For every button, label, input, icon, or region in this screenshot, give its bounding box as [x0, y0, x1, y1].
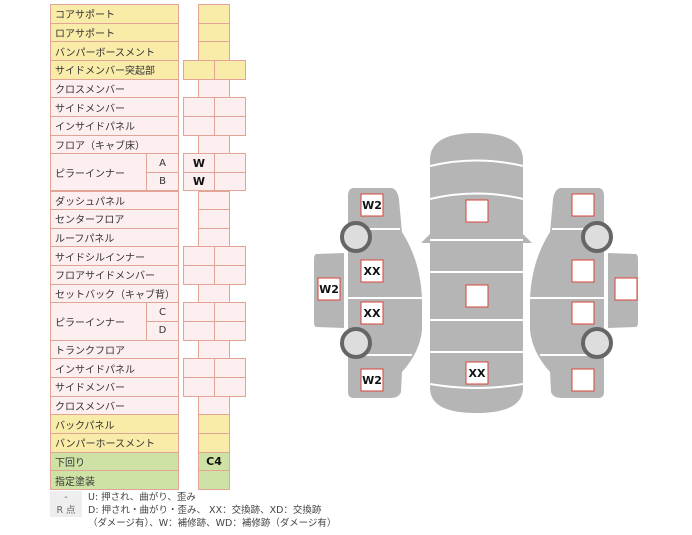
row-label: 指定塗装 — [50, 470, 179, 490]
panel-box-right-side-front-door[interactable] — [571, 259, 595, 283]
value-cell-right[interactable] — [214, 321, 246, 341]
legend-text: （ダメージ有）、W：補修跡、WD：補修跡（ダメージ有） — [88, 518, 337, 529]
panel-box-right-side-front-fender[interactable] — [571, 193, 595, 217]
value-cell-right[interactable] — [214, 59, 246, 80]
row-label: ピラーインナー — [50, 153, 147, 192]
panel-box-label: W2 — [362, 199, 382, 212]
panel-box-right-side-rear-door[interactable] — [571, 301, 595, 325]
wheel-icon — [340, 327, 372, 359]
legend-text: D: 押され・曲がり・歪み、 XX：交換跡、XD：交換跡 — [88, 505, 322, 516]
value-cell-right[interactable] — [214, 115, 246, 136]
panel-box-left-side-front-fender[interactable]: W2 — [360, 193, 384, 217]
value-cell-right[interactable] — [214, 171, 246, 192]
value-cell[interactable] — [198, 470, 230, 490]
wheels — [340, 221, 613, 359]
panel-box-label: W2 — [319, 283, 339, 296]
panel-box-right-side-door-panel[interactable] — [614, 277, 638, 301]
panel-box-left-side-door-panel[interactable]: W2 — [317, 277, 341, 301]
wheel-icon — [581, 221, 613, 253]
value-cell[interactable]: C4 — [198, 451, 230, 472]
legend-key: - — [50, 491, 82, 504]
legend-text: U: 押され、曲がり、歪み — [88, 492, 196, 503]
value-cell-right[interactable] — [214, 377, 246, 397]
wheel-icon — [581, 327, 613, 359]
panel-box-label: W2 — [362, 374, 382, 387]
panel-box-right-side-rear-fender[interactable] — [571, 368, 595, 392]
panel-box-top-trunk[interactable]: XX — [465, 361, 489, 385]
panel-box-label: XX — [364, 265, 381, 278]
legend-key: R 点 — [50, 504, 82, 517]
mirror-left — [421, 234, 430, 243]
wheel-icon — [340, 221, 372, 253]
value-cell-right[interactable] — [214, 265, 246, 285]
car-right-side — [530, 188, 604, 398]
panel-box-left-side-rear-door[interactable]: XX — [360, 301, 384, 325]
panel-box-top-roof[interactable] — [465, 284, 489, 308]
panel-box-top-hood[interactable] — [465, 199, 489, 223]
panel-box-left-side-front-door[interactable]: XX — [360, 259, 384, 283]
mirror-right — [523, 234, 532, 243]
panel-box-left-side-rear-fender[interactable]: W2 — [360, 368, 384, 392]
car-left-side — [348, 188, 422, 398]
panel-box-label: XX — [469, 367, 486, 380]
legend: - U: 押され、曲がり、歪み R 点 D: 押され・曲がり・歪み、 XX：交換跡、… — [50, 491, 336, 530]
panel-box-label: XX — [364, 307, 381, 320]
